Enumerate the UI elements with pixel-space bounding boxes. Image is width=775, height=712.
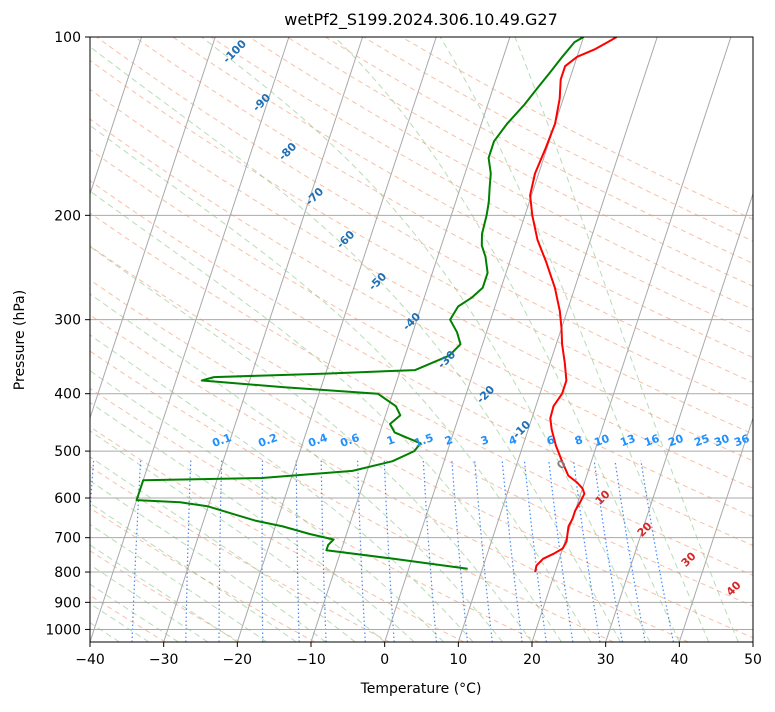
- y-tick-label: 500: [54, 444, 81, 460]
- y-tick-label: 800: [54, 565, 81, 581]
- x-tick-label: 50: [744, 652, 762, 668]
- moist-adiabat-line: [0, 37, 267, 642]
- isotherm-line: [753, 37, 775, 642]
- moist-adiabat-line: [0, 37, 473, 642]
- mixing-ratio-label: 0.1: [210, 431, 233, 450]
- y-axis-label: Pressure (hPa): [12, 290, 28, 390]
- x-axis: −40 −30 −20 −10 0 10 20 30 40 50: [75, 642, 762, 668]
- dry-adiabat-line: [0, 37, 464, 642]
- dry-adiabat-line: [58, 37, 775, 642]
- moist-adiabat-line: [0, 37, 208, 642]
- moist-adiabat-line: [0, 37, 355, 642]
- mixing-ratio-line: [219, 461, 222, 643]
- mixing-ratio-label: 3: [479, 433, 491, 448]
- mixing-ratio-line: [186, 461, 191, 643]
- mixing-ratio-label: 20: [666, 432, 685, 450]
- dry-adiabat-label: 30: [679, 549, 699, 569]
- y-tick-label: 900: [54, 595, 81, 611]
- x-tick-label: −10: [296, 652, 326, 668]
- moist-adiabat-line: [202, 37, 650, 642]
- plot-area: -100-90-80-70-60-50-40-30-20-10010203040…: [0, 37, 775, 642]
- mixing-ratio-line: [574, 461, 600, 643]
- dry-adiabat-line: [0, 37, 763, 642]
- x-tick-label: 20: [523, 652, 541, 668]
- chart-title: wetPf2_S199.2024.306.10.49.G27: [284, 10, 558, 30]
- isotherm-line: [0, 37, 68, 642]
- dry-adiabat-label: 20: [635, 519, 655, 539]
- mixing-ratio-label: 0.4: [306, 431, 329, 450]
- mixing-ratio-label: 8: [573, 433, 585, 448]
- mixing-ratio-line: [475, 461, 493, 643]
- dry-adiabat-label: -40: [400, 310, 423, 333]
- mixing-ratio-lines: [82, 461, 674, 643]
- moist-adiabat-line: [0, 37, 532, 642]
- mixing-ratio-line: [641, 461, 674, 643]
- mixing-ratio-line: [549, 461, 573, 643]
- mixing-ratio-line: [384, 461, 394, 643]
- mixing-ratio-line: [452, 461, 468, 643]
- isotherms: [0, 37, 775, 642]
- x-axis-label: Temperature (°C): [360, 681, 482, 697]
- dry-adiabat-label: -20: [474, 383, 497, 406]
- dry-adiabat-line: [20, 37, 775, 642]
- x-tick-label: −40: [75, 652, 105, 668]
- mixing-ratio-line: [296, 461, 299, 643]
- y-tick-label: 400: [54, 387, 81, 403]
- y-tick-label: 1000: [45, 622, 81, 638]
- isotherm-line: [16, 37, 215, 642]
- moist-adiabat-line: [0, 37, 414, 642]
- mixing-ratio-label: 0.6: [338, 431, 361, 450]
- x-tick-label: 40: [670, 652, 688, 668]
- y-axis: 100 200 300 400 500 600 700 800 900 1000: [45, 30, 90, 638]
- mixing-ratio-line: [262, 461, 263, 643]
- isotherm-line: [90, 37, 289, 642]
- y-tick-label: 700: [54, 531, 81, 547]
- moist-adiabat-line: [0, 37, 561, 642]
- mixing-ratio-label: 25: [692, 432, 711, 449]
- moist-adiabat-line: [0, 37, 503, 642]
- mixing-ratio-label: 0.2: [256, 431, 279, 450]
- x-tick-label: −20: [223, 652, 253, 668]
- line-labels: -100-90-80-70-60-50-40-30-20-10010203040…: [210, 37, 751, 599]
- x-tick-label: 30: [597, 652, 615, 668]
- moist-adiabat-line: [0, 37, 237, 642]
- dry-adiabat-line: [325, 37, 775, 642]
- dry-adiabat-line: [0, 37, 614, 642]
- y-tick-label: 600: [54, 491, 81, 507]
- dewpoint-line: [137, 37, 584, 569]
- mixing-ratio-line: [423, 461, 436, 643]
- moist-adiabat-line: [0, 37, 591, 642]
- mixing-ratio-label: 1: [385, 433, 397, 448]
- isobars: [90, 37, 753, 629]
- y-tick-label: 100: [54, 30, 81, 46]
- dry-adiabat-line: [0, 37, 539, 642]
- dry-adiabat-label: 40: [724, 578, 744, 598]
- y-tick-label: 300: [54, 313, 81, 329]
- mixing-ratio-label: 30: [712, 432, 731, 450]
- dry-adiabat-line: [364, 37, 775, 642]
- dry-adiabat-label: -30: [435, 348, 458, 371]
- mixing-ratio-label: 10: [592, 432, 611, 450]
- mixing-ratio-label: 36: [732, 432, 751, 450]
- dry-adiabat-label: -100: [220, 37, 249, 66]
- dry-adiabat-label: -50: [366, 270, 389, 293]
- x-tick-label: −30: [149, 652, 179, 668]
- x-tick-label: 0: [380, 652, 389, 668]
- mixing-ratio-line: [594, 461, 622, 643]
- isotherm-line: [679, 37, 775, 642]
- dry-adiabat-label: 10: [593, 487, 613, 507]
- mixing-ratio-line: [321, 461, 326, 643]
- mixing-ratio-line: [82, 461, 94, 643]
- x-tick-label: 10: [449, 652, 467, 668]
- sounding-series: [137, 37, 617, 572]
- moist-adiabat-line: [0, 37, 296, 642]
- dry-adiabat-label: -70: [303, 185, 326, 208]
- mixing-ratio-label: 1.5: [412, 431, 435, 450]
- dry-adiabat-line: [402, 37, 775, 642]
- y-tick-label: 200: [54, 208, 81, 224]
